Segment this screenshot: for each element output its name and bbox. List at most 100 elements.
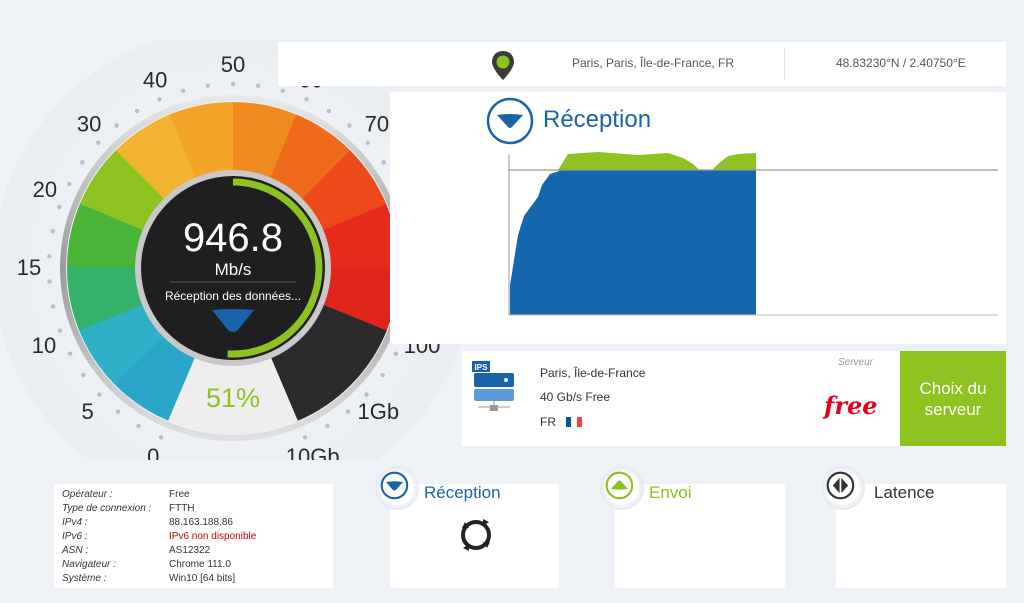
- gauge-scale-dot: [115, 409, 121, 414]
- reception-speed-chart: [508, 152, 998, 316]
- gauge-scale-dot: [136, 423, 141, 429]
- location-coordinates: 48.83230°N / 2.40750°E: [836, 56, 966, 70]
- info-label: ASN :: [62, 545, 89, 556]
- envoi-result-card: [615, 484, 785, 588]
- info-value: FTTH: [169, 503, 195, 514]
- info-label: IPv4 :: [62, 517, 88, 528]
- gauge-scale-dot: [280, 88, 285, 94]
- gauge-scale-label: 10Gb: [286, 444, 340, 460]
- gauge-center-disc: [141, 176, 325, 360]
- gauge-scale-dot: [347, 123, 352, 128]
- gauge-segment: [78, 303, 165, 385]
- gauge-scale-dot: [67, 181, 72, 187]
- gauge-scale-dot: [80, 160, 85, 165]
- free-provider-logo: free: [824, 391, 878, 420]
- info-value: 88.163.188.86: [169, 517, 233, 528]
- info-value: IPv6 non disponible: [169, 531, 257, 542]
- france-flag-icon: [566, 417, 582, 427]
- speed-gauge: 05101520304050607080901001Gb10Gb 946.8 M…: [0, 40, 473, 460]
- gauge-scale-label: 5: [82, 399, 94, 424]
- gauge-scale-dot: [134, 108, 140, 114]
- gauge-status-text: Réception des données...: [165, 289, 301, 303]
- location-divider: [784, 48, 785, 80]
- reception-result-card: [390, 484, 559, 588]
- server-location: Paris, Île-de-France: [540, 366, 646, 380]
- loading-spinner-icon: [461, 519, 491, 551]
- latency-arrows-icon: [823, 468, 863, 508]
- gauge-segment: [321, 203, 399, 269]
- gauge-scale-label: 0: [147, 444, 159, 460]
- gauge-segment: [67, 265, 145, 331]
- gauge-segment: [269, 335, 352, 422]
- gauge-segment: [113, 334, 196, 421]
- info-row-ipv6: IPv6 : IPv6 non disponible: [62, 530, 325, 544]
- location-bar: Paris, Paris, Île-de-France, FR 48.83230…: [278, 42, 1006, 86]
- server-ips-tag: IPS: [475, 363, 489, 372]
- server-label: Serveur: [838, 357, 874, 368]
- info-label: Type de connexion :: [62, 503, 152, 514]
- gauge-scale-label: 15: [17, 255, 41, 280]
- gauge-segment: [67, 202, 145, 268]
- gauge-scale-label: 20: [33, 177, 57, 202]
- gauge-scale-dot: [57, 328, 63, 333]
- gauge-scale-dot: [302, 435, 308, 440]
- gauge-scale-dot: [365, 140, 370, 145]
- info-row-ipv4: IPv4 : 88.163.188.86: [62, 516, 325, 530]
- gauge-scale-dot: [57, 204, 62, 210]
- gauge-scale-dot: [364, 392, 369, 397]
- gauge-scale-dot: [114, 123, 119, 128]
- info-label: IPv6 :: [62, 531, 88, 542]
- gauge-scale-dot: [393, 351, 399, 356]
- gauge-progress-percent: 51%: [206, 383, 260, 413]
- reception-card-label: Réception: [424, 483, 501, 502]
- gauge-segment: [300, 304, 387, 386]
- info-row-browser: Navigateur : Chrome 111.0: [62, 558, 325, 572]
- gauge-scale-dot: [380, 372, 385, 378]
- gauge-scale-dot: [50, 229, 55, 234]
- info-label: Navigateur :: [62, 559, 116, 570]
- gauge-scale-dot: [304, 97, 309, 102]
- info-value: Free: [169, 489, 190, 500]
- gauge-speed-value: 946.8: [183, 216, 283, 260]
- gauge-scale-label: 1Gb: [358, 399, 400, 424]
- reception-chart-panel: Réception: [390, 92, 1006, 344]
- gauge-scale-dot: [345, 409, 351, 414]
- gauge-download-arrow-icon: [212, 309, 254, 332]
- server-country-code: FR: [540, 415, 556, 429]
- gauge-scale-dot: [97, 392, 102, 397]
- info-row-operator: Opérateur : Free: [62, 488, 325, 502]
- location-city: Paris, Paris, Île-de-France, FR: [572, 56, 735, 70]
- choose-server-button[interactable]: Choix du serveur: [900, 351, 1006, 446]
- gauge-scale-dot: [47, 279, 52, 284]
- gauge-scale-dot: [326, 108, 332, 114]
- reception-chart-title: Réception: [543, 106, 652, 133]
- download-speed-area: [510, 170, 756, 315]
- gauge-scale-dot: [157, 97, 162, 102]
- gauge-segment: [321, 267, 399, 332]
- location-pin-icon: [492, 51, 514, 80]
- download-arrow-icon: [486, 97, 534, 145]
- gauge-scale-dot: [96, 140, 101, 145]
- gauge-scale-dot: [158, 435, 164, 440]
- server-country: FR: [540, 415, 582, 429]
- info-value: AS12322: [169, 545, 211, 556]
- gauge-scale-dot: [325, 423, 330, 429]
- info-value: Chrome 111.0: [169, 559, 231, 570]
- gauge-segment: [79, 149, 166, 231]
- gauge-scale-dot: [67, 351, 73, 356]
- connection-info-panel: Opérateur : Free Type de connexion : FTT…: [54, 484, 333, 588]
- gauge-scale-label: 10: [32, 333, 56, 358]
- gauge-speed-unit: Mb/s: [215, 260, 252, 279]
- gauge-center: [135, 170, 331, 366]
- info-label: Opérateur :: [62, 489, 113, 500]
- info-row-asn: ASN : AS12322: [62, 544, 325, 558]
- info-value: Win10 [64 bits]: [169, 573, 236, 584]
- info-row-system: Système : Win10 [64 bits]: [62, 572, 325, 586]
- gauge-scale-label: 30: [77, 111, 101, 136]
- envoi-card-label: Envoi: [649, 483, 692, 502]
- gauge-segment: [233, 102, 298, 180]
- gauge-scale-dot: [230, 81, 236, 87]
- reception-download-icon: [377, 468, 417, 508]
- upload-arrow-icon: [602, 468, 642, 508]
- gauge-scale-label: 70: [365, 111, 389, 136]
